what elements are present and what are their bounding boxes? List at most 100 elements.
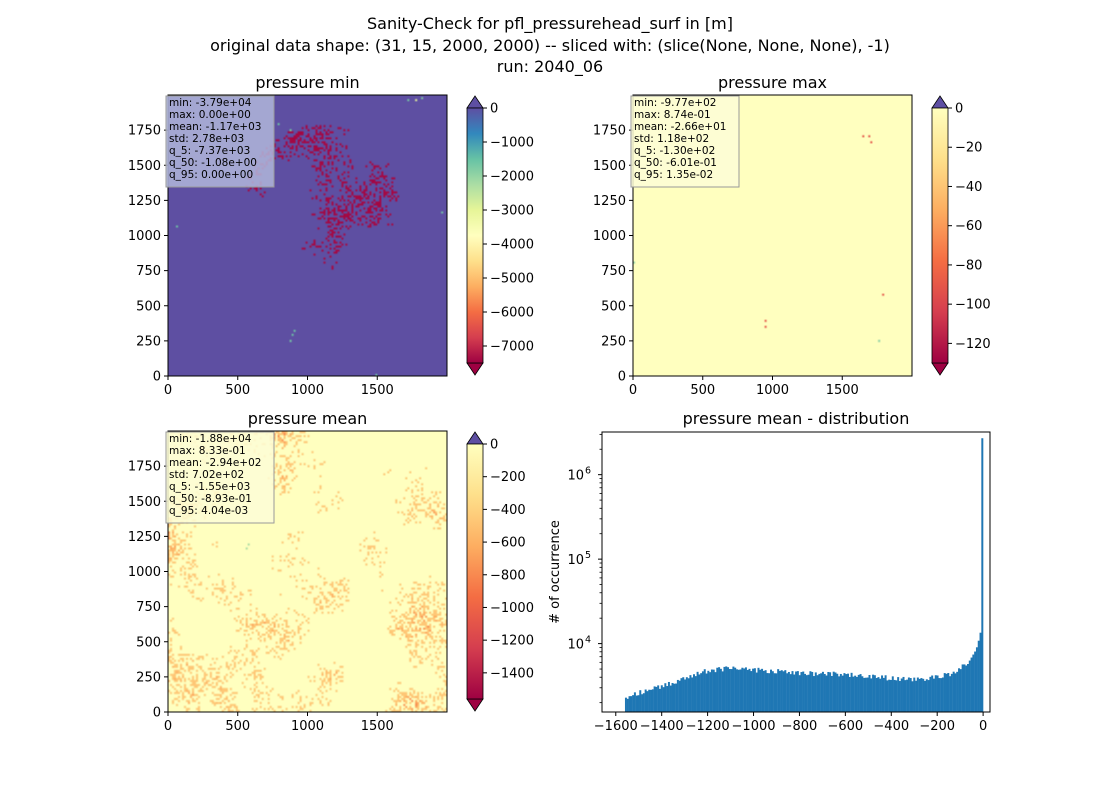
colorbar-extend-top — [931, 95, 949, 109]
x-tick-label: −600 — [828, 719, 864, 734]
histogram-bar — [834, 672, 837, 712]
x-tick-label: 0 — [164, 719, 172, 734]
colorbar-extend-bottom — [466, 698, 484, 712]
y-tick-label: 1250 — [128, 530, 161, 545]
histogram-bar — [707, 670, 710, 712]
histogram-bar — [906, 679, 909, 712]
histogram-bar — [666, 686, 669, 712]
histogram-bar — [925, 679, 928, 712]
histogram-bar — [812, 676, 815, 712]
histogram-bar — [975, 647, 978, 712]
x-tick-label: −400 — [873, 719, 909, 734]
histogram-bar — [904, 680, 907, 712]
y-tick-label: 10 — [567, 638, 584, 653]
histogram-bar — [694, 676, 697, 712]
y-tick-label: 1250 — [593, 194, 626, 209]
stats-line: q_95: 4.04e-03 — [169, 505, 248, 517]
y-tick-label: 1000 — [593, 229, 626, 244]
histogram-bar — [712, 669, 715, 712]
colorbar-tick-label: −3000 — [490, 204, 534, 219]
histogram-bar — [651, 689, 654, 712]
histogram-bar — [918, 678, 921, 712]
figure-title-line-1: Sanity-Check for pfl_pressurehead_surf i… — [367, 14, 733, 34]
colorbar-tick-label: −800 — [490, 568, 526, 583]
histogram-bar — [700, 673, 703, 712]
histogram-bar — [870, 678, 873, 712]
histogram-bar — [648, 689, 651, 712]
histogram-bar — [922, 678, 925, 712]
x-tick-label: −1000 — [732, 719, 776, 734]
histogram-bar — [787, 671, 790, 712]
histogram-bar — [943, 673, 946, 712]
histogram-bar — [882, 677, 885, 712]
histogram-bar — [628, 696, 631, 712]
colorbar-tick-label: −400 — [490, 503, 526, 518]
histogram-bar — [968, 660, 971, 712]
histogram-bar — [970, 657, 973, 712]
histogram-bar — [832, 671, 835, 712]
y-tick-label: 0 — [153, 370, 161, 385]
histogram-bar — [655, 686, 658, 712]
y-tick-label: 1000 — [128, 565, 161, 580]
histogram-bar — [895, 680, 898, 712]
histogram-bar — [716, 667, 719, 712]
histogram-bar — [709, 672, 712, 712]
histogram-bars — [624, 438, 984, 712]
panel-pressure-mean: pressure mean 0 500 1000 1500 0 250 500 750 1000… — [128, 409, 534, 734]
histogram-bar — [952, 671, 955, 712]
histogram-bar — [961, 664, 964, 712]
histogram-bar — [782, 671, 785, 712]
colorbar-tick-label: −2000 — [490, 170, 534, 185]
histogram-bar — [891, 676, 894, 712]
histogram-bar — [693, 674, 695, 712]
stats-line: q_50: -1.08e+00 — [169, 157, 257, 169]
y-tick-label: 500 — [136, 635, 161, 650]
histogram-bar — [864, 677, 867, 712]
stats-line: mean: -2.94e+02 — [169, 457, 261, 469]
x-tick-label: 1000 — [756, 383, 789, 398]
histogram-bar — [954, 673, 957, 712]
histogram-bar — [966, 664, 969, 712]
colorbar-tick-label: −4000 — [490, 238, 534, 253]
histogram-bar — [705, 673, 708, 712]
histogram-bar — [735, 669, 738, 712]
histogram-bar — [959, 669, 962, 712]
stats-line: q_5: -1.30e+02 — [634, 145, 715, 157]
y-tick-label: 10 — [567, 469, 584, 484]
histogram-bar — [658, 688, 661, 712]
histogram-bar — [897, 677, 900, 712]
figure-title-line-3: run: 2040_06 — [497, 57, 603, 77]
plot-frame — [601, 431, 991, 713]
histogram-bar — [879, 678, 882, 712]
histogram-bar — [825, 675, 828, 712]
stats-line: q_50: -6.01e-01 — [634, 157, 717, 169]
histogram-bar — [671, 682, 674, 712]
histogram-bar — [830, 675, 833, 712]
histogram-bar — [873, 675, 876, 712]
colorbar-extend-top — [466, 431, 484, 445]
histogram-bar — [770, 669, 773, 712]
histogram-bar — [829, 672, 832, 712]
histogram-bar — [762, 670, 765, 712]
histogram-bar — [823, 673, 826, 712]
histogram-bar — [850, 672, 853, 712]
y-tick-label: 0 — [618, 370, 626, 385]
histogram-bar — [924, 680, 927, 712]
y-tick-label: 1500 — [128, 159, 161, 174]
histogram-bar — [981, 438, 984, 712]
histogram-bar — [857, 674, 860, 712]
x-tick-label: −1600 — [594, 719, 638, 734]
y-tick-exponent: 4 — [585, 635, 591, 646]
histogram-bar — [821, 671, 824, 712]
y-tick-label: 500 — [601, 299, 626, 314]
histogram-bar — [732, 666, 735, 712]
y-tick-label: 1750 — [128, 124, 161, 139]
x-tick-label: 0 — [979, 719, 987, 734]
histogram-bar — [719, 668, 722, 712]
histogram-bar — [768, 673, 771, 712]
histogram-bar — [687, 678, 690, 712]
colorbar-tick-label: −5000 — [490, 272, 534, 287]
histogram-bar — [632, 695, 635, 712]
